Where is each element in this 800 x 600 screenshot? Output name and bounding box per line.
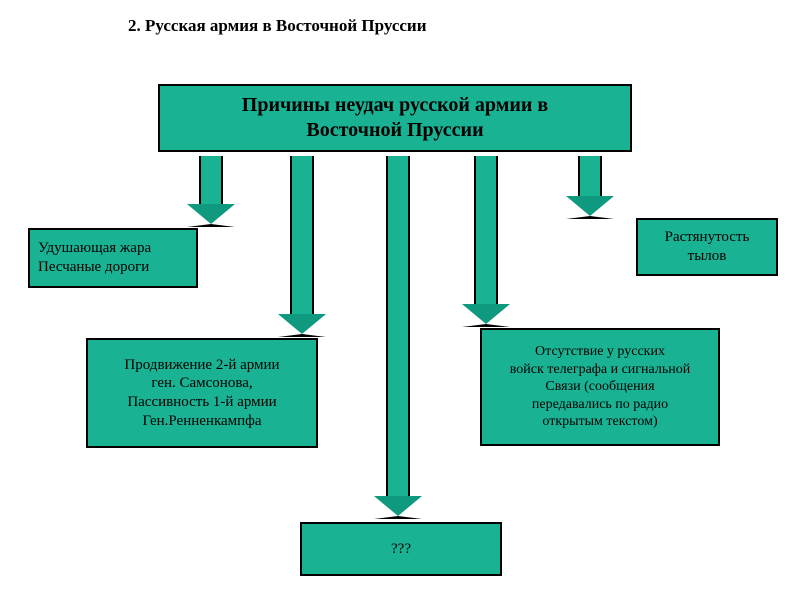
- box-text: Связи (сообщения: [545, 378, 654, 396]
- box-text: войск телеграфа и сигнальной: [510, 361, 690, 379]
- box-unknown: ???: [300, 522, 502, 576]
- box-heat-roads: Удушающая жара Песчаные дороги: [28, 228, 198, 288]
- arrow-shaft: [199, 156, 223, 204]
- box-stretched-rear: Растянутость тылов: [636, 218, 778, 276]
- box-text: Растянутость: [665, 228, 750, 247]
- section-heading: 2. Русская армия в Восточной Пруссии: [128, 16, 427, 36]
- box-text: тылов: [688, 247, 727, 266]
- box-text: открытым текстом): [542, 413, 657, 431]
- title-line-1: Причины неудач русской армии в: [242, 93, 548, 118]
- box-text: Ген.Ренненкампфа: [142, 412, 261, 431]
- box-text: Удушающая жара: [38, 239, 151, 258]
- arrow-shaft: [578, 156, 602, 196]
- box-text: Песчаные дороги: [38, 258, 149, 277]
- arrow-head-icon: [462, 304, 510, 327]
- box-text: ???: [391, 540, 411, 559]
- box-text: передавались по радио: [532, 396, 668, 414]
- arrow-shaft: [474, 156, 498, 304]
- arrow-head-icon: [187, 204, 235, 227]
- box-communications: Отсутствие у русских войск телеграфа и с…: [480, 328, 720, 446]
- box-text: Отсутствие у русских: [535, 343, 665, 361]
- title-box: Причины неудач русской армии в Восточной…: [158, 84, 632, 152]
- arrow-head-icon: [566, 196, 614, 219]
- arrow-head-icon: [374, 496, 422, 519]
- arrow-shaft: [386, 156, 410, 496]
- arrow-head-icon: [278, 314, 326, 337]
- box-text: Пассивность 1-й армии: [127, 393, 276, 412]
- box-armies: Продвижение 2-й армии ген. Самсонова, Па…: [86, 338, 318, 448]
- arrow-shaft: [290, 156, 314, 314]
- title-line-2: Восточной Пруссии: [306, 118, 483, 143]
- box-text: ген. Самсонова,: [151, 374, 252, 393]
- section-heading-text: 2. Русская армия в Восточной Пруссии: [128, 16, 427, 35]
- box-text: Продвижение 2-й армии: [124, 356, 279, 375]
